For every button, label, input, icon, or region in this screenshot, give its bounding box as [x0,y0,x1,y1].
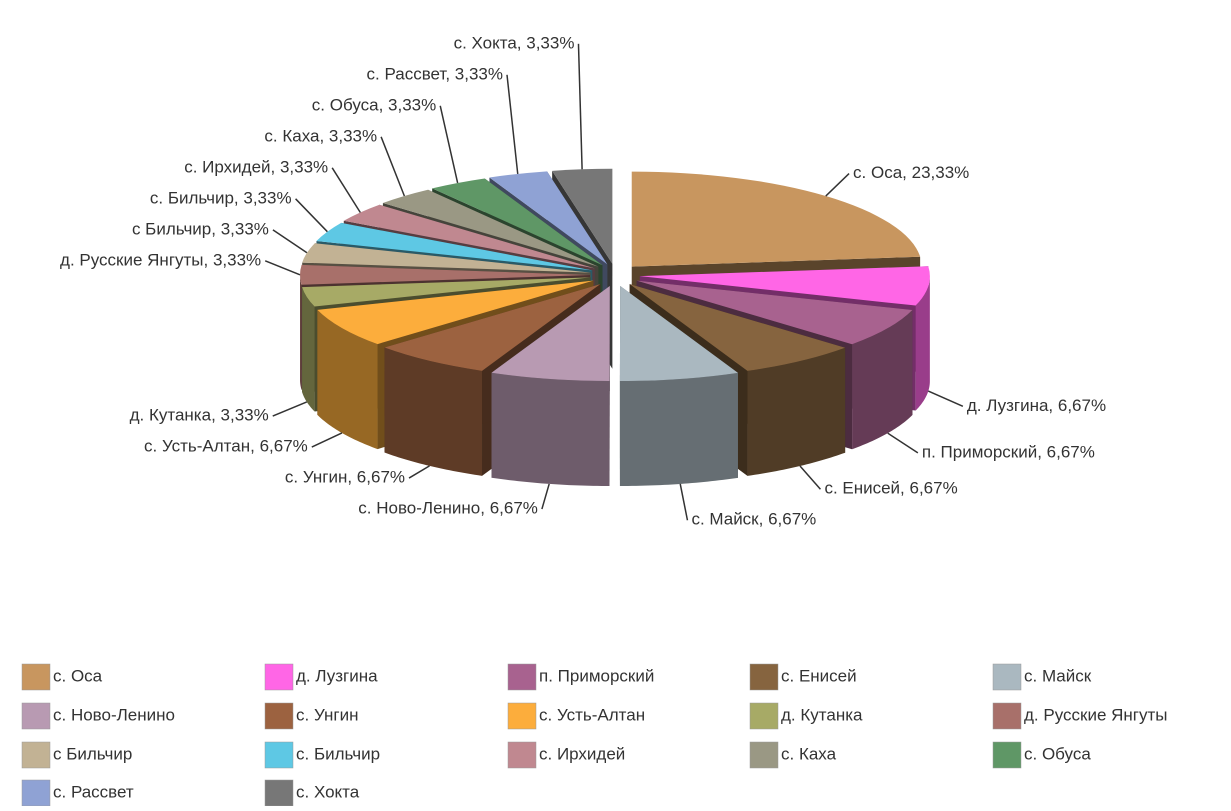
legend-label: с. Унгин [296,705,358,724]
data-label: д. Лузгина, 6,67% [967,396,1106,415]
leader-line [332,168,360,213]
leader-line [578,44,582,169]
leader-line [826,174,849,196]
data-label: с. Рассвет, 3,33% [367,64,503,83]
leader-line [273,230,307,253]
legend-swatch [508,664,536,690]
legend-swatch [750,664,778,690]
leader-line [542,484,549,509]
data-label: д. Русские Янгуты, 3,33% [60,250,261,269]
slice-wall [302,287,314,411]
slice-wall [300,275,302,390]
leader-line [296,199,328,232]
slice-wall [620,373,738,486]
legend-swatch [750,742,778,768]
data-label: с. Унгин, 6,67% [285,468,405,487]
data-label: с. Обуса, 3,33% [312,95,436,114]
legend-swatch [750,703,778,729]
legend-label: с Бильчир [53,744,132,763]
legend-label: с. Бильчир [296,744,380,763]
leader-line [507,75,518,174]
legend-label: с. Майск [1024,666,1092,685]
legend-swatch [22,703,50,729]
slice-top [632,172,920,267]
legend-swatch [265,664,293,690]
legend-swatch [22,780,50,806]
legend-label: с. Ирхидей [539,744,625,763]
leader-line [409,466,429,478]
leader-line [381,137,404,196]
legend-label: с. Енисей [781,666,857,685]
data-label: с. Оса, 23,33% [853,163,969,182]
data-label: с. Усть-Алтан, 6,67% [144,437,308,456]
legend-swatch [508,703,536,729]
legend-label: с. Усть-Алтан [539,705,645,724]
legend-swatch [508,742,536,768]
leader-line [273,402,307,416]
legend-swatch [993,703,1021,729]
legend-label: с. Оса [53,666,103,685]
legend-swatch [265,703,293,729]
legend-label: п. Приморский [539,666,654,685]
legend-label: с. Каха [781,744,837,763]
data-label: с. Ирхидей, 3,33% [184,157,328,176]
legend-swatch [265,742,293,768]
legend-label: с. Обуса [1024,744,1091,763]
leader-line [680,484,687,520]
legend-label: д. Кутанка [781,705,863,724]
data-label: с. Бильчир, 3,33% [150,188,292,207]
leader-line [312,433,342,447]
legend-label: д. Русские Янгуты [1024,705,1168,724]
data-label: с. Хокта, 3,33% [454,33,575,52]
leader-line [440,106,457,183]
data-label: с. Ново-Ленино, 6,67% [358,499,538,518]
legend-swatch [22,664,50,690]
data-label: с Бильчир, 3,33% [132,219,269,238]
leader-line [800,466,820,489]
legend-swatch [265,780,293,806]
legend-swatch [993,664,1021,690]
legend-label: с. Ново-Ленино [53,705,175,724]
data-label: п. Приморский, 6,67% [922,442,1095,461]
legend-swatch [22,742,50,768]
legend-label: с. Рассвет [53,782,134,801]
slice-wall [492,373,610,486]
data-label: с. Каха, 3,33% [264,126,377,145]
legend-label: д. Лузгина [296,666,378,685]
data-label: с. Майск, 6,67% [691,510,816,529]
legend-swatch [993,742,1021,768]
data-label: с. Енисей, 6,67% [824,479,957,498]
leader-line [265,261,300,275]
leader-line [928,391,963,406]
data-label: д. Кутанка, 3,33% [130,406,269,425]
leader-line [888,433,918,453]
legend-label: с. Хокта [296,782,360,801]
